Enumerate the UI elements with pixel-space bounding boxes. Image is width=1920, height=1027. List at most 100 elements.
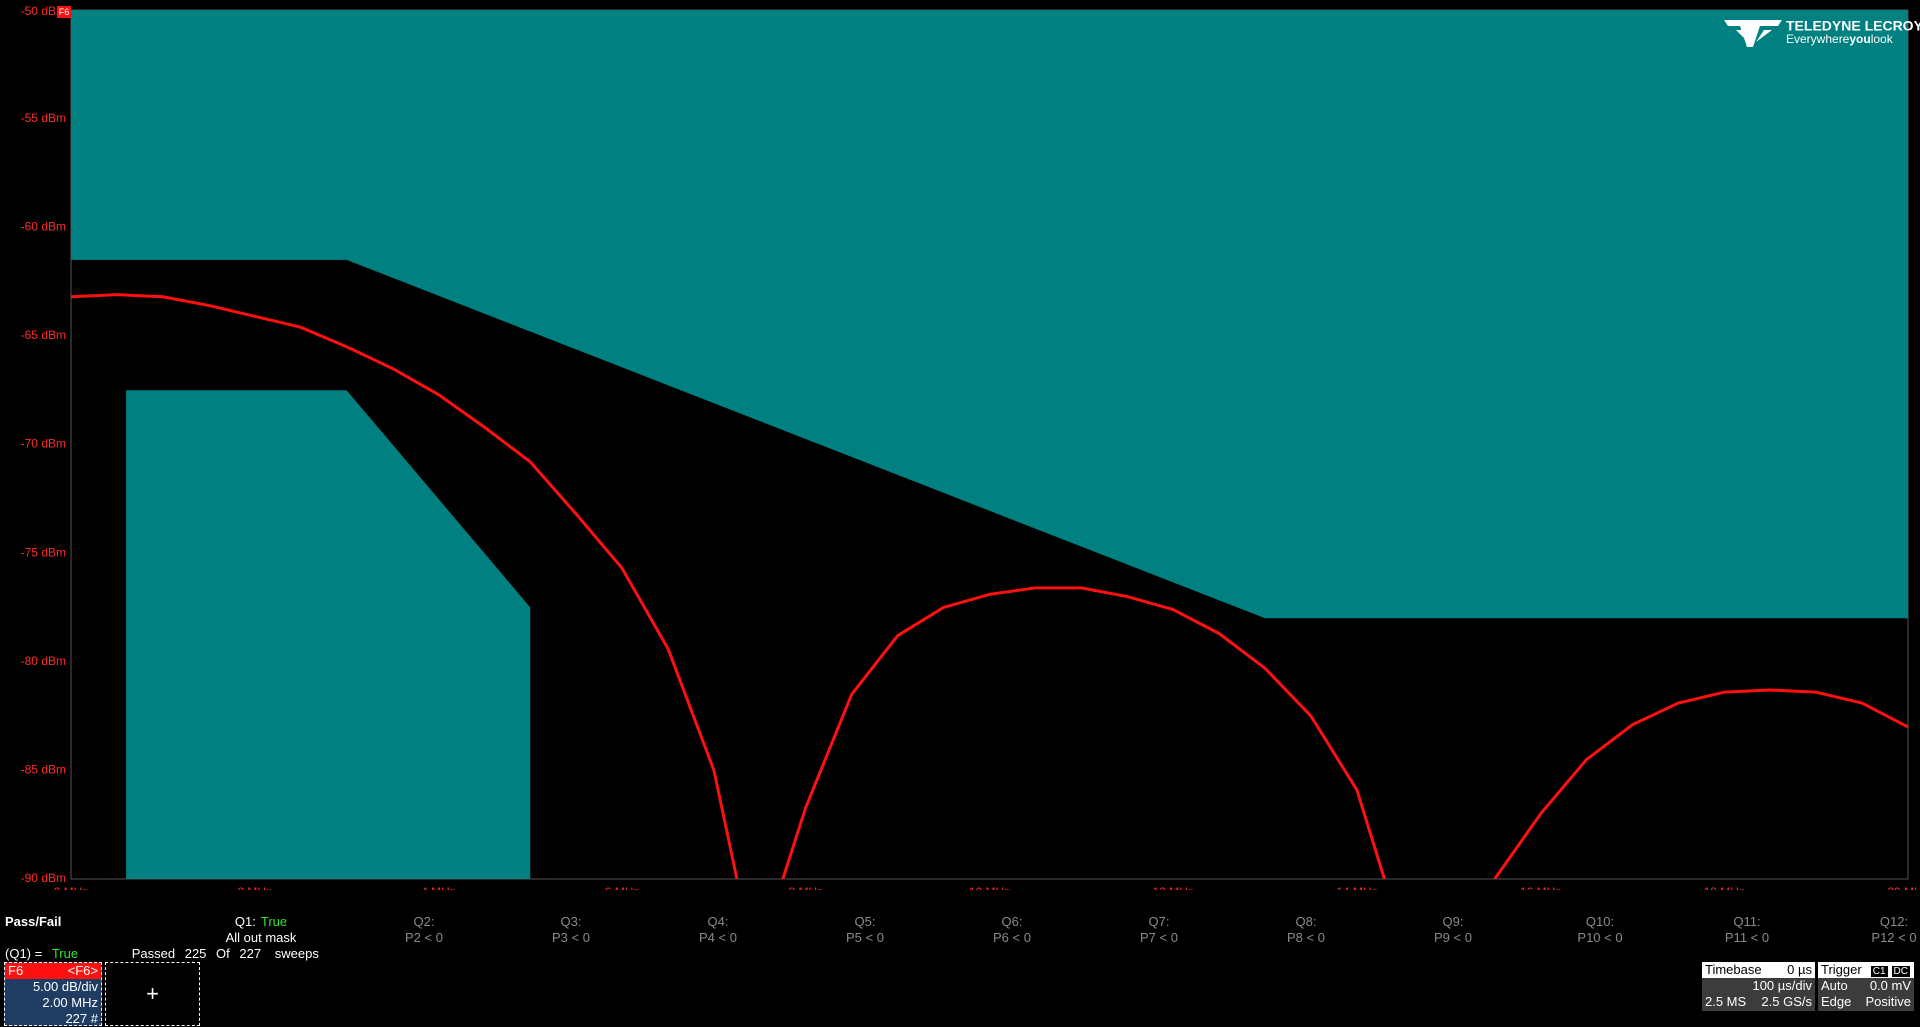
timebase-title: Timebase (1705, 962, 1762, 977)
y-tick-label: -65 dBm (21, 328, 66, 342)
query-head: Q12: (1834, 914, 1920, 929)
passed-label: Passed (131, 946, 176, 961)
query-desc: P10 < 0 (1577, 930, 1623, 945)
x-tick-label: 8 MHz (788, 885, 823, 890)
query-label: Q1: (234, 914, 256, 929)
timebase-samples: 2.5 MS (1705, 994, 1747, 1009)
x-tick-label: 2 MHz (237, 885, 272, 890)
logo-brand: TELEDYNE LECROY (1786, 18, 1920, 34)
unit: sweeps (274, 946, 319, 961)
trigger-title: Trigger (1821, 962, 1862, 977)
marker-badge (57, 6, 71, 18)
query-desc: P4 < 0 (699, 930, 737, 945)
timebase-header: Timebase 0 µs (1702, 962, 1815, 978)
trigger-source: C1 (1869, 965, 1889, 978)
y-tick-label: -85 dBm (21, 763, 66, 777)
query-label: Q9: (1442, 914, 1464, 929)
logo: TELEDYNE LECROY Everywhereyoulook (1724, 18, 1920, 47)
add-button[interactable]: + (105, 962, 200, 1026)
trigger-level: 0.0 mV (1869, 978, 1911, 993)
query-head: Q8: (1246, 914, 1366, 929)
query-desc: P6 < 0 (993, 930, 1031, 945)
y-tick-label: -70 dBm (21, 437, 66, 451)
query-desc: P12 < 0 (1871, 930, 1917, 945)
query-head: Q6: (952, 914, 1072, 929)
result-label: (Q1) = (5, 946, 43, 961)
of-label: Of (216, 946, 230, 961)
query-desc: P9 < 0 (1434, 930, 1472, 945)
tag: look (1871, 32, 1894, 46)
x-tick-label: 20 MHz (1887, 885, 1920, 890)
traces (71, 293, 1908, 879)
query-label: Q11: (1733, 914, 1761, 929)
query-head: Q7: (1099, 914, 1219, 929)
query-head: Q9: (1393, 914, 1513, 929)
channel-span: 2.00 MHz (42, 995, 98, 1010)
query-label: Q6: (1001, 914, 1023, 929)
channel-sweeps: 227 # (65, 1011, 98, 1026)
trigger-header: Trigger C1 DC (1818, 962, 1914, 978)
query-label: Q5: (854, 914, 876, 929)
query-head: Q1: True (201, 914, 321, 929)
logo-tagline: Everywhereyoulook (1786, 32, 1894, 46)
total-count: 227 (239, 946, 262, 961)
query-label: Q8: (1295, 914, 1317, 929)
passed-count: 225 (184, 946, 207, 961)
channel-descriptor[interactable]: F6 <F6> 5.00 dB/div 2.00 MHz 227 # (4, 962, 102, 1026)
query-label: Q12: (1879, 914, 1909, 929)
timebase-row: 2.5 MS 2.5 GS/s (1702, 994, 1815, 1010)
y-tick-label: -80 dBm (21, 654, 66, 668)
trigger-coupling: DC (1890, 965, 1911, 978)
trace-line (71, 293, 1908, 879)
mask-area (71, 10, 1908, 619)
trigger-mode: Auto (1821, 978, 1848, 993)
channel-name: F6 (8, 963, 24, 978)
masks (71, 10, 1908, 879)
x-tick-label: 18 MHz (1704, 885, 1745, 890)
channel-source: <F6> (67, 963, 98, 978)
chart: -50 dBm -55 dBm -60 dBm -65 dBm -70 dBm -75 d… (21, 4, 1920, 890)
query-head: Q5: (805, 914, 925, 929)
query-desc: P2 < 0 (405, 930, 443, 945)
tag: Everywhere (1786, 32, 1850, 46)
trigger-type: Edge (1821, 994, 1852, 1009)
query-label: Q7: (1148, 914, 1170, 929)
x-tick-label: 16 MHz (1520, 885, 1561, 890)
timebase-descriptor[interactable]: Timebase 0 µs 100 µs/div 2.5 MS 2.5 GS/s (1702, 962, 1815, 1011)
query-head: Q10: (1540, 914, 1660, 929)
query-label: Q4: (707, 914, 729, 929)
x-tick-label: 14 MHz (1336, 885, 1377, 890)
x-tick-label: 12 MHz (1153, 885, 1194, 890)
result-row: (Q1) = True Passed 225 Of 227 sweeps (5, 946, 319, 961)
x-tick-label: 10 MHz (969, 885, 1010, 890)
query-head: Q3: (511, 914, 631, 929)
x-tick-label: 4 MHz (421, 885, 456, 890)
y-tick-label: -75 dBm (21, 545, 66, 559)
query-head: Q2: (364, 914, 484, 929)
timebase-rate: 2.5 GS/s (1761, 994, 1812, 1009)
trigger-slope: Positive (1865, 994, 1911, 1009)
y-tick-label: -55 dBm (21, 111, 66, 125)
query-label: Q10: (1585, 914, 1615, 929)
trigger-descriptor[interactable]: Trigger C1 DC Auto 0.0 mV Edge Positive (1818, 962, 1914, 1011)
y-tick-label: -60 dBm (21, 219, 66, 233)
query-label: Q3: (560, 914, 582, 929)
timebase-scale: 100 µs/div (1752, 978, 1812, 993)
result-value: True (51, 946, 79, 961)
status-title: Pass/Fail (5, 914, 62, 929)
query-label: Q2: (413, 914, 435, 929)
tag: you (1849, 32, 1870, 46)
trigger-row: Auto 0.0 mV (1818, 978, 1914, 994)
logo-icon (1724, 20, 1782, 47)
channel-header: F6 <F6> (5, 963, 101, 979)
mask-area (126, 390, 531, 879)
timebase-delay: 0 µs (1787, 962, 1812, 977)
query-desc: P7 < 0 (1140, 930, 1178, 945)
x-tick-label: 0 MHz (54, 885, 89, 890)
trigger-row: Edge Positive (1818, 994, 1914, 1010)
channel-scale: 5.00 dB/div (32, 979, 98, 994)
query-head: Q4: (658, 914, 778, 929)
x-tick-label: 6 MHz (605, 885, 640, 890)
query-head: Q11: (1687, 914, 1807, 929)
